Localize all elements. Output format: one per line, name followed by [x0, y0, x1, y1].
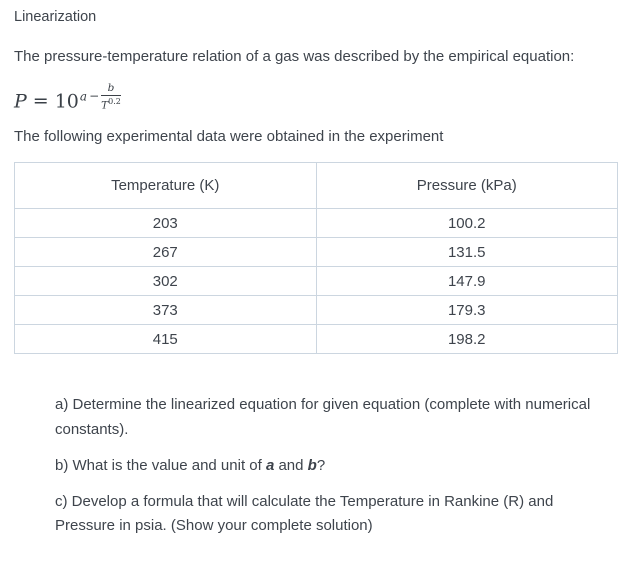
intro-text: The pressure-temperature relation of a g… — [14, 48, 575, 65]
question-b-prefix: b) What is the value and unit of — [55, 456, 266, 474]
table-cell-pressure: 131.5 — [315, 237, 618, 268]
document-body: Linearization The pressure-temperature r… — [14, 9, 620, 539]
formula-denominator-exponent: 0.2 — [108, 97, 121, 107]
empirical-equation: P = 10a − b T0.2 — [14, 82, 620, 112]
table-cell-pressure: 147.9 — [315, 266, 618, 297]
formula-equals: = — [32, 90, 49, 113]
table-header-row: Temperature (K) Pressure (kPa) — [14, 162, 618, 210]
questions-section: a) Determine the linearized equation for… — [55, 393, 600, 539]
data-note: The following experimental data were obt… — [14, 128, 444, 146]
table-cell-temperature: 415 — [14, 324, 317, 355]
formula-base: 10 — [54, 90, 79, 113]
table-cell-temperature: 203 — [14, 208, 317, 239]
formula-variable-P: P — [14, 90, 27, 113]
question-b-variable-a: a — [265, 456, 275, 474]
table-cell-temperature: 373 — [14, 295, 317, 326]
table-cell-pressure: 179.3 — [315, 295, 618, 326]
table-cell-temperature: 302 — [14, 266, 317, 297]
question-b: b) What is the value and unit of a and b… — [55, 454, 600, 479]
table-row: 203 100.2 — [14, 208, 618, 239]
formula-numerator-b: b — [101, 82, 121, 97]
table-header-temperature: Temperature (K) — [14, 162, 317, 210]
question-b-and: and — [274, 456, 308, 474]
formula-fraction: b T0.2 — [101, 82, 121, 112]
table-row: 267 131.5 — [14, 237, 618, 268]
experimental-data-table: Temperature (K) Pressure (kPa) 203 100.2… — [14, 162, 618, 355]
formula-variable-a: a — [79, 89, 88, 104]
table-header-pressure: Pressure (kPa) — [315, 162, 618, 210]
question-b-variable-b: b — [307, 456, 317, 474]
question-b-suffix: ? — [316, 456, 326, 474]
formula-minus: − — [89, 89, 100, 104]
table-cell-temperature: 267 — [14, 237, 317, 268]
formula-variable-T: T — [101, 99, 109, 112]
page-title: Linearization — [14, 9, 97, 25]
formula-denominator: T0.2 — [101, 96, 121, 112]
table-cell-pressure: 198.2 — [315, 324, 618, 355]
table-row: 302 147.9 — [14, 266, 618, 297]
question-c: c) Develop a formula that will calculate… — [55, 492, 554, 535]
table-row: 373 179.3 — [14, 295, 618, 326]
table-cell-pressure: 100.2 — [315, 208, 618, 239]
formula-exponent: a − b T0.2 — [80, 82, 121, 112]
question-a: a) Determine the linearized equation for… — [55, 396, 591, 439]
table-row: 415 198.2 — [14, 324, 618, 355]
